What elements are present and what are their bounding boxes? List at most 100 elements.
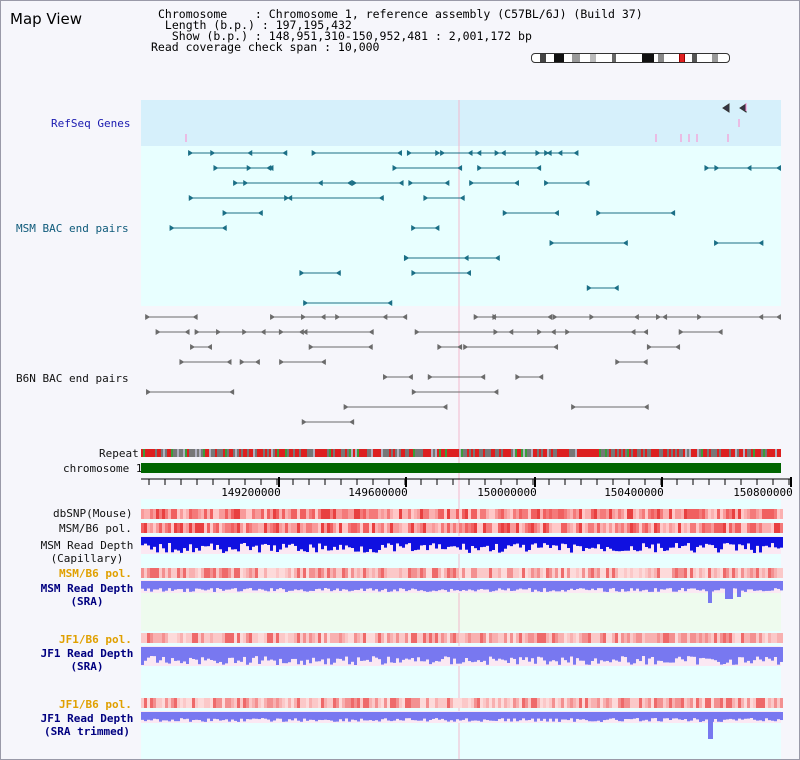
b6n-end-left [437, 344, 443, 350]
msm-depth-sra-bar [282, 581, 285, 590]
repeat-segment [619, 449, 621, 457]
repeat-segment [447, 449, 449, 457]
chromosome-ideogram[interactable] [531, 53, 730, 63]
msm-depth-sra-bar [360, 581, 363, 589]
msm-depth-sra-bar [633, 581, 636, 591]
jf1-b6-pol-strip [765, 633, 768, 643]
jf1-b6-pol-strip [195, 633, 198, 643]
jf1-depth-sra-bar [261, 647, 264, 661]
jf1-b6-pol-strip [384, 633, 387, 643]
jf1-depth-trim-bar [753, 712, 756, 720]
jf1-depth-sra-bar [279, 647, 282, 659]
b6n-end-left [301, 419, 307, 425]
msm-b6-pol-strip [543, 523, 546, 533]
repeat-segment [173, 449, 175, 457]
repeat-segment [237, 449, 239, 457]
jf1-b6-pol-2-strip [615, 698, 618, 708]
repeat-segment [553, 449, 555, 457]
msm-b6-pol-strip [153, 523, 156, 533]
repeat-segment [741, 449, 743, 457]
msm-depth-capillary-bar [276, 537, 279, 552]
msm-depth-capillary-bar [720, 537, 723, 550]
jf1-b6-pol-2-strip [234, 698, 237, 708]
msm-depth-sra-bar [516, 581, 519, 590]
msm-depth-capillary-bar [630, 537, 633, 547]
jf1-depth-trim-bar [717, 712, 720, 722]
msm-b6-pol-2-strip [306, 568, 309, 578]
b6n-end-left [411, 389, 417, 395]
msm-b6-pol-strip [564, 523, 567, 533]
msm-depth-capillary-bar [372, 537, 375, 553]
jf1-b6-pol-2-strip [240, 698, 243, 708]
msm-end-right [346, 180, 352, 186]
jf1-depth-sra-bar [600, 647, 603, 661]
msm-depth-capillary-bar [624, 537, 627, 551]
dbsnp-strip [297, 509, 300, 519]
msm-depth-sra-bar [723, 581, 726, 589]
repeat-segment [551, 449, 553, 457]
msm-depth-sra-bar [414, 581, 417, 590]
jf1-b6-pol-2-strip [627, 698, 630, 708]
msm-depth-capillary-bar [606, 537, 609, 547]
msm-b6-pol-2-strip [660, 568, 663, 578]
repeat-segment [171, 449, 173, 457]
jf1-depth-sra-bar [777, 647, 780, 665]
msm-b6-pol-2-strip [759, 568, 762, 578]
msm-b6-pol-2-strip [597, 568, 600, 578]
jf1-depth-trim-bar [525, 712, 528, 721]
msm-end-left [408, 180, 414, 186]
jf1-b6-pol-2-strip [741, 698, 744, 708]
msm-b6-pol-strip [711, 523, 714, 533]
msm-b6-pol-strip [399, 523, 402, 533]
msm-depth-capillary-bar [504, 537, 507, 549]
repeat-segment [223, 449, 225, 457]
msm-depth-sra-bar [564, 581, 567, 592]
msm-b6-pol-strip [633, 523, 636, 533]
repeat-segment [771, 449, 773, 457]
msm-depth-capillary-bar [579, 537, 582, 547]
repeat-segment [571, 449, 573, 457]
jf1-b6-pol-2-strip [285, 698, 288, 708]
dbsnp-strip [399, 509, 402, 519]
msm-depth-sra-bar [384, 581, 387, 589]
msm-b6-pol-strip [321, 523, 324, 533]
dbsnp-strip [630, 509, 633, 519]
msm-depth-sra-bar [720, 581, 723, 589]
repeat-segment [343, 449, 345, 457]
jf1-b6-pol-2-strip [327, 698, 330, 708]
repeat-segment [163, 449, 165, 457]
jf1-depth-sra-bar [492, 647, 495, 659]
jf1-depth-trim-bar [219, 712, 222, 721]
repeat-segment [709, 449, 711, 457]
msm-b6-pol-2-strip [714, 568, 717, 578]
jf1-depth-trim-bar [186, 712, 189, 719]
jf1-b6-pol-2-strip [636, 698, 639, 708]
dbsnp-strip [489, 509, 492, 519]
jf1-depth-trim-bar [546, 712, 549, 722]
jf1-depth-sra-bar [510, 647, 513, 658]
repeat-segment [549, 449, 551, 457]
repeat-segment [419, 449, 421, 457]
jf1-b6-pol-strip [240, 633, 243, 643]
msm-depth-capillary-bar [498, 537, 501, 553]
jf1-depth-trim-bar [360, 712, 363, 719]
msm-b6-pol-strip [519, 523, 522, 533]
repeat-segment [335, 449, 337, 457]
repeat-segment [493, 449, 495, 457]
jf1-depth-sra-bar [690, 647, 693, 657]
jf1-b6-pol-strip [471, 633, 474, 643]
jf1-b6-pol-strip [249, 633, 252, 643]
msm-depth-capillary-bar [252, 537, 255, 547]
msm-depth-capillary-bar [732, 537, 735, 545]
jf1-b6-pol-strip [723, 633, 726, 643]
jf1-b6-pol-2-strip [630, 698, 633, 708]
msm-b6-pol-2-strip [375, 568, 378, 578]
msm-b6-pol-strip [330, 523, 333, 533]
jf1-depth-sra-bar [408, 647, 411, 660]
repeat-segment [433, 449, 435, 457]
msm-b6-pol-2-strip [705, 568, 708, 578]
jf1-depth-trim-bar [780, 712, 783, 721]
repeat-segment [203, 449, 205, 457]
jf1-b6-pol-strip [147, 633, 150, 643]
